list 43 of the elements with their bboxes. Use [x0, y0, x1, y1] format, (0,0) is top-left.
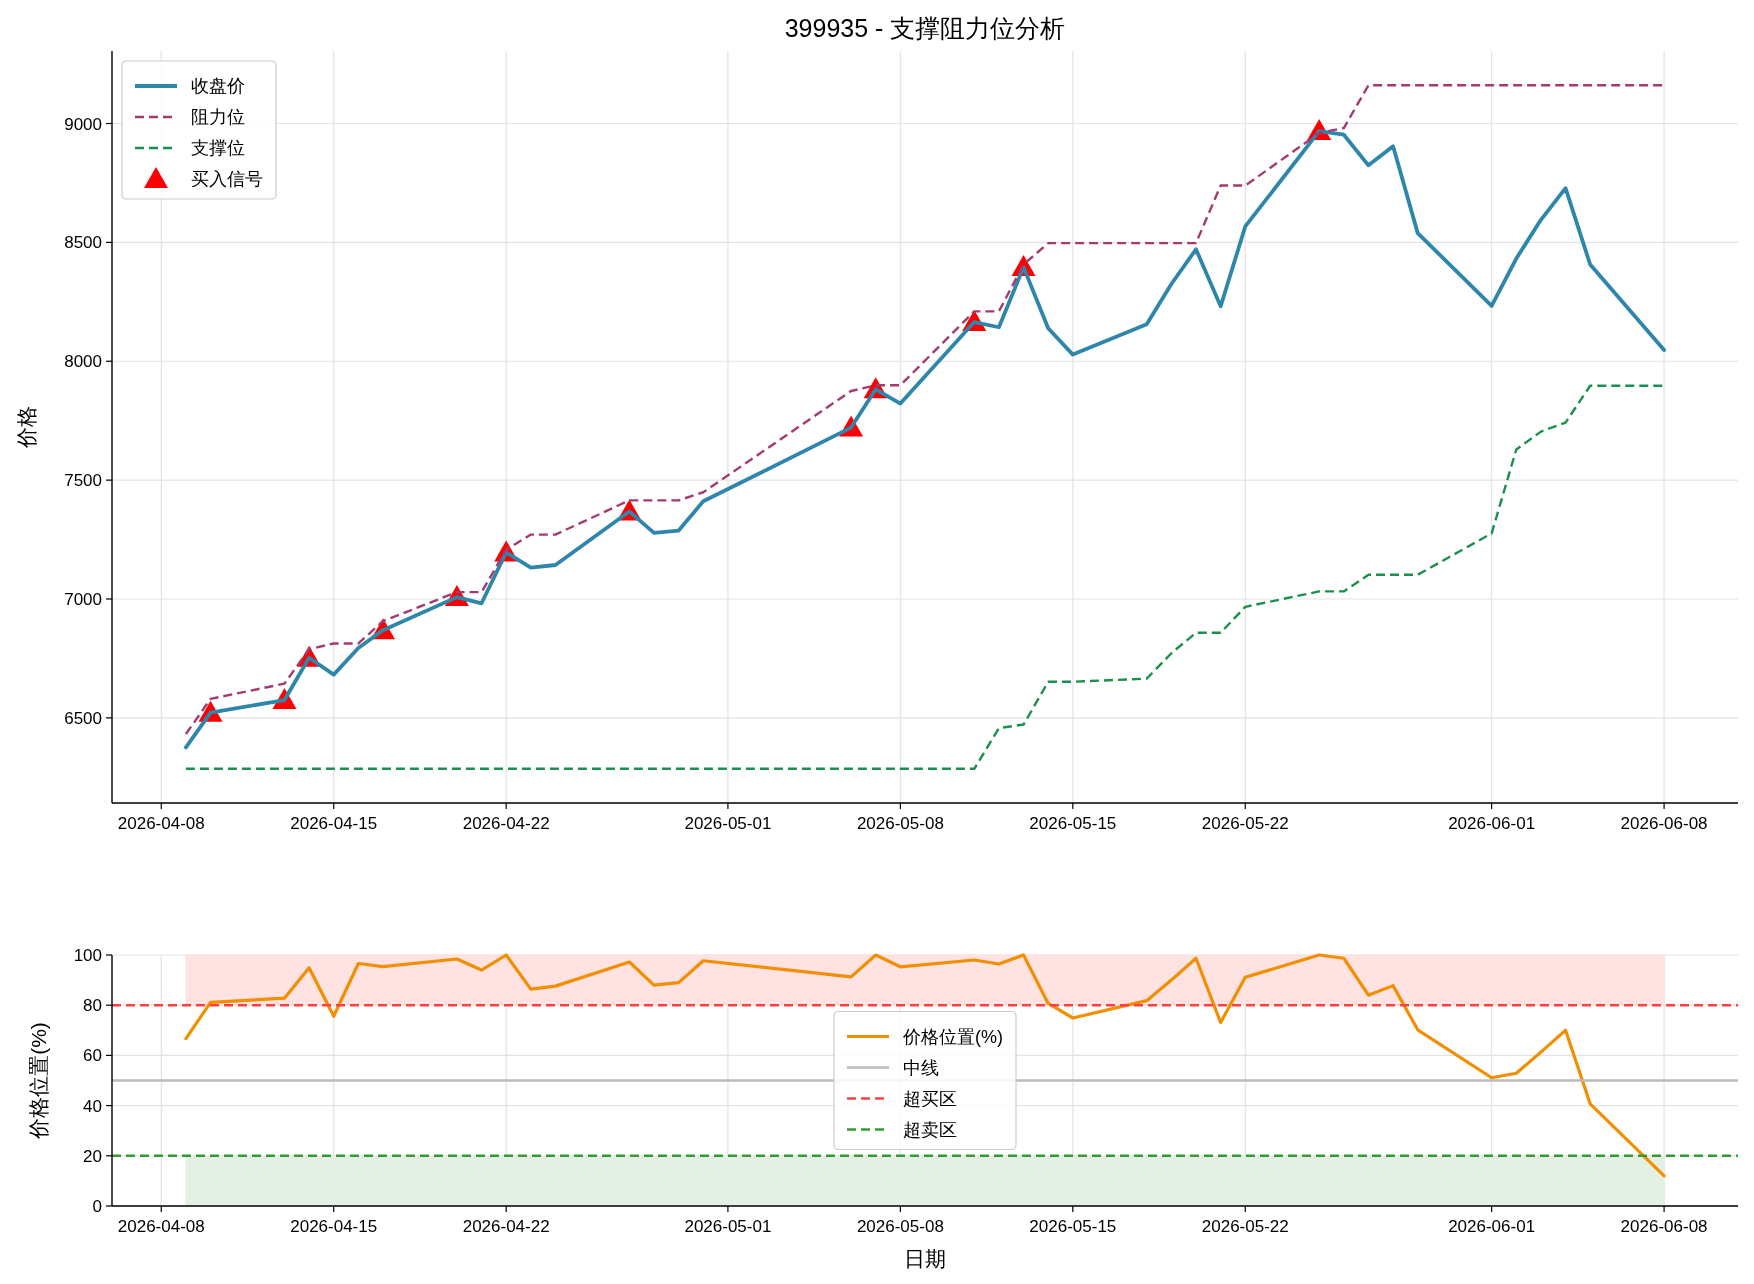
x-tick-label: 2026-06-01 [1448, 814, 1536, 833]
x-tick-label: 2026-05-15 [1029, 814, 1117, 833]
x-tick-label: 2026-06-08 [1620, 814, 1708, 833]
y-tick-label: 9000 [64, 114, 102, 134]
legend-label: 超卖区 [903, 1119, 957, 1140]
legend-label: 超买区 [903, 1088, 957, 1109]
x-tick-label: 2026-04-08 [117, 814, 205, 833]
y-tick-label: 8000 [64, 352, 102, 372]
x-tick-label: 2026-05-08 [856, 814, 944, 833]
legend-label: 收盘价 [191, 76, 245, 96]
legend-label: 价格位置(%) [902, 1026, 1003, 1047]
y-axis-title: 价格位置(%) [27, 1022, 50, 1140]
x-tick-label: 2026-05-01 [684, 814, 772, 833]
x-tick-label: 2026-04-22 [462, 814, 550, 833]
x-tick-label: 2026-05-15 [1029, 1217, 1117, 1236]
x-tick-label: 2026-06-01 [1448, 1217, 1536, 1236]
x-tick-label: 2026-05-22 [1201, 814, 1289, 833]
y-tick-label: 20 [83, 1146, 102, 1166]
x-tick-label: 2026-05-08 [856, 1217, 944, 1236]
y-tick-label: 100 [73, 946, 102, 965]
x-tick-label: 2026-04-08 [117, 1217, 205, 1236]
x-tick-label: 2026-06-08 [1620, 1217, 1708, 1236]
legend-label: 支撑位 [191, 138, 245, 158]
y-tick-label: 60 [83, 1046, 102, 1066]
x-tick-label: 2026-05-22 [1201, 1217, 1289, 1236]
ref-line-label: 中线 [903, 1057, 939, 1078]
x-axis-title: 日期 [904, 1247, 946, 1270]
y-tick-label: 80 [83, 996, 102, 1016]
legend-label: 买入信号 [191, 169, 263, 189]
y-axis-title: 价格 [15, 406, 38, 449]
x-tick-label: 2026-04-15 [290, 1217, 378, 1236]
y-tick-label: 6500 [64, 708, 102, 728]
y-tick-label: 8500 [64, 233, 102, 253]
x-tick-label: 2026-05-01 [684, 1217, 772, 1236]
legend-label: 阻力位 [191, 107, 245, 127]
y-tick-label: 40 [83, 1096, 102, 1116]
chart-title: 399935 - 支撑阻力位分析 [784, 14, 1066, 42]
y-tick-label: 0 [92, 1197, 102, 1216]
y-tick-label: 7500 [64, 471, 102, 491]
y-tick-label: 7000 [64, 590, 102, 610]
line-series [184, 953, 1666, 1178]
x-tick-label: 2026-04-15 [290, 814, 378, 833]
x-tick-label: 2026-04-22 [462, 1217, 550, 1236]
